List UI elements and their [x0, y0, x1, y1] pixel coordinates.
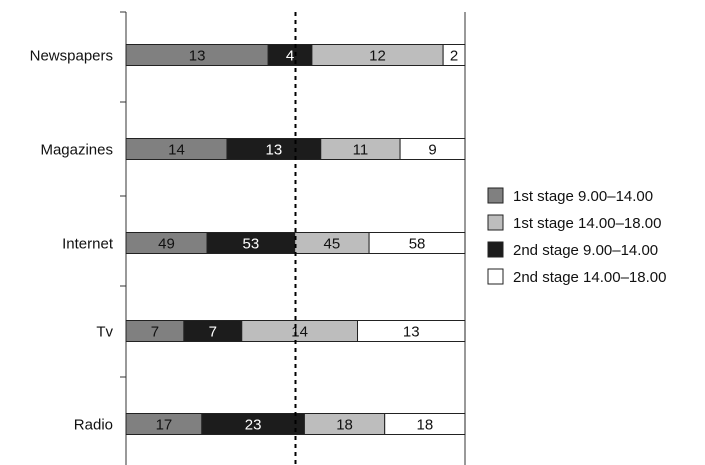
data-label: 18: [417, 417, 434, 434]
bar-segment: [357, 320, 466, 342]
category-labels: Newspapers Magazines Internet Tv Radio: [30, 48, 114, 434]
bar-row-internet: 49 53 45 58: [125, 232, 466, 254]
category-label: Magazines: [40, 142, 113, 159]
data-label: 13: [189, 48, 206, 65]
data-label: 9: [428, 142, 436, 159]
bars: 13 4 12 2 14 13 11 9 49 53 45 58 7 7 14 13 17 23 18 18: [125, 44, 466, 435]
legend-swatch: [487, 241, 504, 258]
data-label: 12: [369, 48, 386, 65]
bar-segment: [399, 138, 466, 160]
category-label: Tv: [96, 324, 113, 341]
data-label: 14: [168, 142, 185, 159]
data-label: 13: [266, 142, 283, 159]
legend-item: 1st stage 14.00–18.00: [487, 214, 661, 232]
legend-swatch: [487, 214, 504, 231]
data-label: 23: [245, 417, 262, 434]
data-label: 7: [209, 324, 217, 341]
category-label: Internet: [62, 236, 114, 253]
data-label: 2: [450, 48, 458, 65]
legend-swatch: [487, 187, 504, 204]
legend: 1st stage 9.00–14.00 1st stage 14.00–18.0…: [487, 187, 666, 286]
legend-item: 2nd stage 9.00–14.00: [487, 241, 658, 259]
legend-label: 2nd stage 9.00–14.00: [513, 242, 658, 259]
data-label: 53: [243, 236, 260, 253]
data-label: 13: [403, 324, 420, 341]
data-label: 17: [156, 417, 173, 434]
data-label: 18: [336, 417, 353, 434]
data-label: 45: [324, 236, 341, 253]
legend-label: 1st stage 14.00–18.00: [513, 215, 661, 232]
data-label: 58: [409, 236, 426, 253]
bar-row-newspapers: 13 4 12 2: [125, 44, 466, 66]
legend-item: 1st stage 9.00–14.00: [487, 187, 653, 205]
data-label: 7: [151, 324, 159, 341]
bar-segment: [384, 413, 466, 435]
data-label: 49: [158, 236, 175, 253]
legend-item: 2nd stage 14.00–18.00: [487, 268, 666, 286]
data-label: 4: [286, 48, 294, 65]
data-label: 14: [291, 324, 308, 341]
legend-label: 1st stage 9.00–14.00: [513, 188, 653, 205]
data-label: 11: [353, 142, 369, 159]
legend-label: 2nd stage 14.00–18.00: [513, 269, 666, 286]
bar-segment: [368, 232, 466, 254]
bar-row-radio: 17 23 18 18: [125, 413, 466, 435]
category-label: Radio: [74, 417, 113, 434]
bar-row-magazines: 14 13 11 9: [125, 138, 466, 160]
bar-segment: [442, 44, 466, 66]
legend-swatch: [487, 268, 504, 285]
category-label: Newspapers: [30, 48, 113, 65]
bar-row-tv: 7 7 14 13: [125, 320, 466, 342]
